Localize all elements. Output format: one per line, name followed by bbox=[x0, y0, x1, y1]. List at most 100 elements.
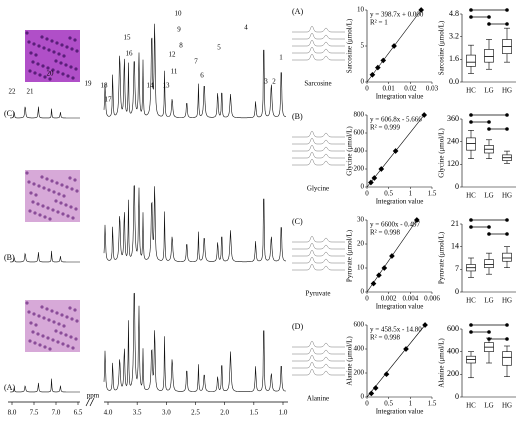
cell bbox=[38, 73, 42, 77]
category-label: LG bbox=[484, 297, 493, 305]
cell bbox=[27, 310, 31, 314]
cell bbox=[43, 215, 47, 219]
cell bbox=[27, 180, 31, 184]
cell bbox=[47, 318, 51, 322]
x-axis-label: Integration value bbox=[376, 303, 424, 311]
significance-dot bbox=[505, 113, 509, 117]
cell bbox=[45, 177, 49, 181]
reference-spectrum bbox=[292, 256, 345, 264]
x-tick-label: 0 bbox=[365, 400, 369, 408]
significance-dot bbox=[487, 22, 491, 26]
x-tick-label: 1 bbox=[409, 190, 413, 198]
cell bbox=[34, 323, 38, 327]
cell bbox=[46, 66, 50, 70]
y-tick-label: 0.0 bbox=[449, 77, 459, 86]
significance-dot bbox=[505, 337, 509, 341]
peak-label: 14 bbox=[147, 82, 155, 90]
data-point bbox=[369, 71, 376, 78]
cell bbox=[65, 315, 69, 319]
y-tick-label: 0 bbox=[455, 182, 459, 191]
data-point bbox=[421, 112, 428, 118]
reference-spectrum bbox=[292, 137, 345, 145]
cell bbox=[46, 206, 50, 210]
box bbox=[484, 49, 494, 63]
cell bbox=[42, 46, 46, 50]
x-tick-label: 0.006 bbox=[424, 295, 440, 303]
x-tick-label: 1.5 bbox=[428, 190, 437, 198]
data-point bbox=[380, 57, 387, 64]
reference-spectrum bbox=[292, 340, 345, 348]
cell bbox=[43, 75, 47, 79]
y-tick-label: 600 bbox=[447, 324, 459, 333]
peak-label: 11 bbox=[171, 68, 178, 76]
cell bbox=[74, 337, 78, 341]
y-tick-label: 10 bbox=[357, 6, 365, 14]
data-point bbox=[368, 179, 374, 186]
x-tick-label: 1 bbox=[409, 400, 413, 408]
tissue-image bbox=[25, 300, 80, 352]
category-label: HC bbox=[466, 87, 476, 95]
tick-label: 2.0 bbox=[220, 409, 229, 417]
fit-r2: R² = 0.998 bbox=[370, 229, 400, 237]
cell bbox=[45, 307, 49, 311]
spectrum-label: (B) bbox=[4, 253, 15, 262]
cell bbox=[64, 203, 68, 207]
reference-spectrum bbox=[292, 53, 345, 61]
tick-label: 6.5 bbox=[74, 409, 83, 417]
reference-spectrum bbox=[292, 46, 345, 54]
cell bbox=[33, 211, 37, 215]
x-tick-label: 0.02 bbox=[404, 85, 417, 93]
data-point bbox=[378, 166, 385, 172]
significance-dot bbox=[505, 232, 509, 236]
cell bbox=[56, 210, 60, 214]
cell bbox=[69, 205, 73, 209]
y-tick-label: 120 bbox=[447, 159, 459, 168]
cell bbox=[62, 54, 66, 58]
cell bbox=[29, 191, 33, 195]
cell bbox=[40, 305, 44, 309]
category-label: HC bbox=[466, 402, 476, 410]
peak-label: 9 bbox=[177, 26, 181, 34]
peak-label: 22 bbox=[9, 88, 17, 96]
cell bbox=[60, 183, 64, 187]
x-axis-label: Integration value bbox=[376, 408, 424, 416]
cell bbox=[50, 309, 54, 313]
fit-equation: y = 458.5x - 14.80 bbox=[370, 326, 422, 334]
cell bbox=[25, 301, 29, 305]
cell bbox=[37, 44, 41, 48]
cell bbox=[62, 194, 66, 198]
cell bbox=[36, 202, 40, 206]
y-tick-label: 4.8 bbox=[449, 9, 459, 18]
compound-name: Alanine bbox=[307, 395, 329, 403]
x-axis-label: Integration value bbox=[376, 198, 424, 206]
significance-dot bbox=[469, 218, 473, 222]
cell bbox=[31, 60, 35, 64]
data-point bbox=[372, 385, 379, 391]
x-tick-label: 1.5 bbox=[428, 400, 437, 408]
fit-r2: R² = 0.999 bbox=[370, 124, 400, 132]
cell bbox=[56, 340, 60, 344]
peak-label: 16 bbox=[126, 50, 134, 58]
box bbox=[484, 259, 494, 269]
reference-spectrum bbox=[292, 263, 345, 271]
x-tick-label: 0.5 bbox=[384, 400, 393, 408]
cell bbox=[73, 308, 77, 312]
x-tick-label: 0 bbox=[365, 295, 369, 303]
cell bbox=[33, 71, 37, 75]
reference-spectrum bbox=[292, 242, 345, 250]
category-label: HC bbox=[466, 192, 476, 200]
category-label: HG bbox=[502, 87, 512, 95]
cell bbox=[70, 47, 74, 51]
cell bbox=[66, 214, 70, 218]
y-tick-label: 10 bbox=[357, 264, 365, 272]
spectrum-label: (A) bbox=[4, 383, 15, 392]
significance-dot bbox=[487, 225, 491, 229]
cell bbox=[55, 181, 59, 185]
y-tick-label: 0 bbox=[361, 183, 365, 191]
x-tick-label: 0 bbox=[365, 190, 369, 198]
y-tick-label: 1.6 bbox=[449, 54, 459, 63]
y-tick-label: 600 bbox=[354, 129, 365, 137]
cell bbox=[29, 51, 33, 55]
y-tick-label: 7 bbox=[455, 264, 459, 273]
reference-spectrum bbox=[292, 32, 345, 40]
